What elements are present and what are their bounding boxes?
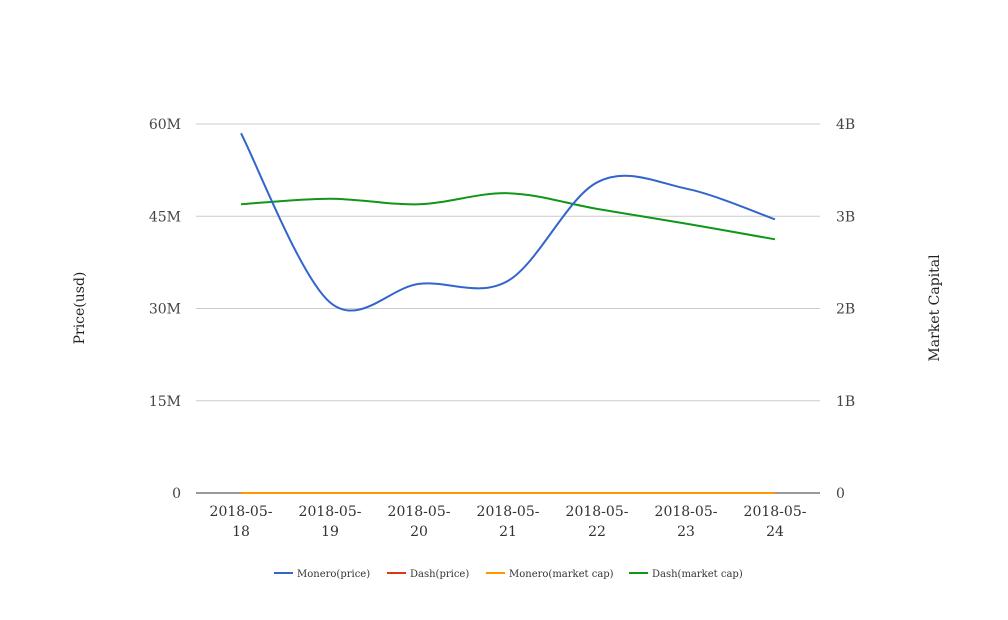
x-tick-label: 2018-05-23 xyxy=(655,504,718,540)
series-line-dash-market-cap xyxy=(240,192,776,241)
series-line-monero-price xyxy=(240,132,776,312)
left-tick-label: 0 xyxy=(172,486,181,502)
x-tick-label: 2018-05-21 xyxy=(477,504,540,540)
right-tick-label: 3B xyxy=(836,209,855,225)
legend: Monero(price) Dash(price) Monero(market ca… xyxy=(274,569,743,580)
right-tick-label: 2B xyxy=(836,302,855,318)
x-tick-label: 2018-05-18 xyxy=(210,504,273,540)
x-tick-label: 2018-05-24 xyxy=(744,504,807,540)
left-tick-label: 30M xyxy=(149,302,181,318)
axis-ticks: 0 15M 30M 45M 60M 0 1B 2B 3B 4B 2018-05-18 2018-05-… xyxy=(149,117,855,540)
legend-label: Monero(price) xyxy=(297,569,370,580)
legend-label: Monero(market cap) xyxy=(509,569,614,580)
right-tick-label: 4B xyxy=(836,117,855,133)
gridlines xyxy=(196,123,820,494)
left-axis-title: Price(usd) xyxy=(72,272,88,345)
series-lines xyxy=(240,132,776,495)
left-tick-label: 60M xyxy=(149,117,181,133)
right-tick-label: 1B xyxy=(836,394,855,410)
right-tick-label: 0 xyxy=(836,486,845,502)
right-axis-title: Market Capital xyxy=(927,254,943,362)
left-tick-label: 45M xyxy=(149,209,181,225)
legend-label: Dash(price) xyxy=(410,569,469,580)
x-tick-label: 2018-05-20 xyxy=(388,504,451,540)
x-tick-label: 2018-05-22 xyxy=(566,504,629,540)
legend-label: Dash(market cap) xyxy=(652,569,743,580)
left-tick-label: 15M xyxy=(149,394,181,410)
x-tick-label: 2018-05-19 xyxy=(299,504,362,540)
